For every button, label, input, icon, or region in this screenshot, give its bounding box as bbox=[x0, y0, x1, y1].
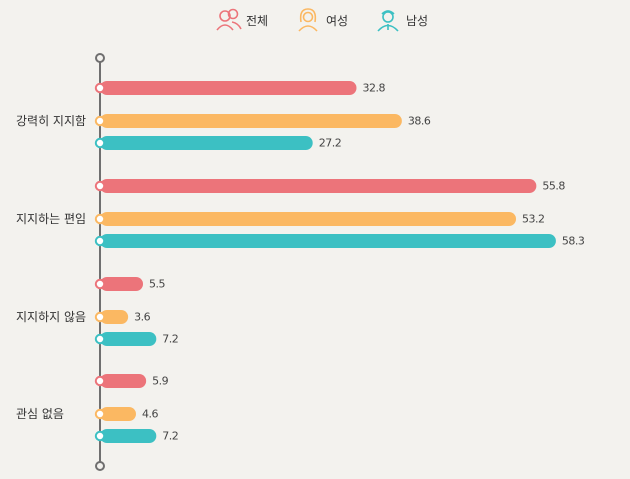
legend: 전체 여성 남성 bbox=[216, 8, 428, 32]
value-label: 55.8 bbox=[542, 180, 565, 193]
bar bbox=[100, 234, 556, 248]
bar-marker bbox=[94, 408, 106, 420]
legend-item: 전체 bbox=[216, 8, 268, 31]
value-label: 53.2 bbox=[522, 213, 545, 226]
bar bbox=[100, 277, 144, 291]
bar-marker bbox=[94, 137, 106, 149]
bar-marker bbox=[94, 115, 106, 127]
bar-markers bbox=[94, 82, 106, 442]
axis-top-cap bbox=[95, 53, 105, 63]
value-label: 7.2 bbox=[162, 430, 178, 443]
category-label: 지지하지 않음 bbox=[16, 310, 86, 324]
bar bbox=[100, 310, 129, 324]
legend-label: 여성 bbox=[326, 14, 348, 28]
bar bbox=[100, 212, 517, 226]
value-label: 5.5 bbox=[149, 278, 165, 291]
vertical-axis bbox=[95, 53, 105, 471]
value-label: 58.3 bbox=[562, 235, 585, 248]
category-label: 강력히 지지함 bbox=[16, 114, 86, 128]
bar bbox=[100, 81, 357, 95]
axis-bottom-cap bbox=[95, 461, 105, 471]
bar-marker bbox=[94, 430, 106, 442]
bar bbox=[100, 374, 147, 388]
bar bbox=[100, 407, 136, 421]
legend-item: 남성 bbox=[377, 10, 428, 32]
bar-marker bbox=[94, 278, 106, 290]
bar bbox=[100, 332, 157, 346]
value-label: 5.9 bbox=[152, 375, 168, 388]
value-labels: 32.8 38.6 27.2 55.8 53.2 58.3 5.5 3.6 7.2 5.9 4.6 7… bbox=[134, 82, 585, 443]
bar-marker bbox=[94, 235, 106, 247]
bar-marker bbox=[94, 375, 106, 387]
man-icon bbox=[377, 10, 399, 32]
bar bbox=[100, 136, 313, 150]
value-label: 3.6 bbox=[134, 311, 150, 324]
woman-icon bbox=[298, 8, 318, 32]
bar bbox=[100, 114, 402, 128]
bar-marker bbox=[94, 213, 106, 225]
bar bbox=[100, 429, 157, 443]
value-label: 32.8 bbox=[362, 82, 385, 95]
bar-marker bbox=[94, 180, 106, 192]
bars bbox=[100, 81, 556, 443]
bar-marker bbox=[94, 333, 106, 345]
legend-label: 전체 bbox=[246, 14, 268, 28]
category-label: 관심 없음 bbox=[16, 407, 64, 421]
legend-label: 남성 bbox=[406, 14, 428, 28]
value-label: 38.6 bbox=[408, 115, 431, 128]
value-label: 4.6 bbox=[142, 408, 158, 421]
group-icon bbox=[216, 8, 242, 31]
bar bbox=[100, 179, 537, 193]
value-label: 27.2 bbox=[319, 137, 342, 150]
bar-marker bbox=[94, 82, 106, 94]
category-label: 지지하는 편임 bbox=[16, 212, 86, 226]
legend-item: 여성 bbox=[298, 8, 348, 32]
value-label: 7.2 bbox=[162, 333, 178, 346]
bar-marker bbox=[94, 311, 106, 323]
